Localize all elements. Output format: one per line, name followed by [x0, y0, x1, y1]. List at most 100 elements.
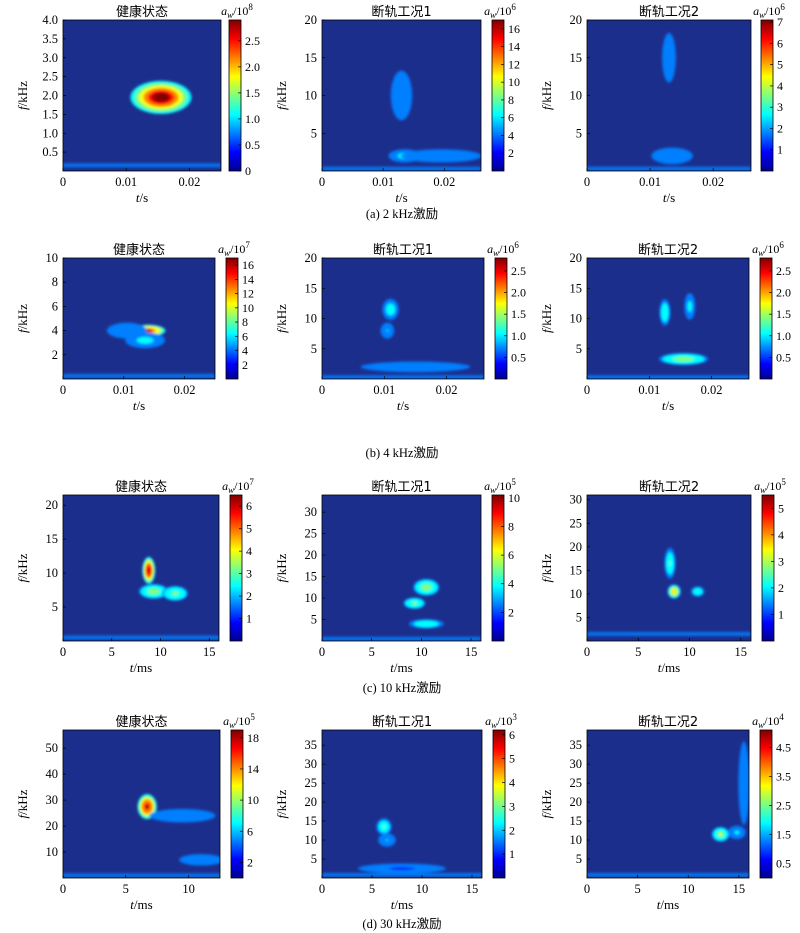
colorbar-tick-label: 1.5 — [776, 827, 791, 841]
energy-band — [587, 375, 749, 379]
energy-hotspot — [684, 293, 696, 320]
heatmap-area — [587, 293, 749, 379]
panel-b3: 断轨工况2 0 0.01 0.02 5 10 15 20 t/s f/kHz 0.5 1.0 1.5 2.… — [539, 240, 791, 413]
colorbar-tick-label: 3 — [777, 100, 783, 114]
colorbar-tick-label: 2 — [509, 823, 515, 837]
x-tick-label: 5 — [635, 645, 641, 659]
x-tick-label: 0.01 — [113, 383, 135, 397]
energy-hotspot — [380, 322, 395, 339]
colorbar-unit-label: aw/105 — [223, 712, 255, 730]
colorbar — [492, 729, 506, 879]
x-tick-label: 0.01 — [639, 175, 661, 189]
y-tick-label: 10 — [46, 845, 59, 859]
axes-frame — [321, 729, 483, 879]
y-tick-label: 5 — [576, 610, 582, 624]
energy-hotspot — [690, 586, 705, 597]
caption-c: (c) 10 kHz激励 — [363, 681, 441, 695]
row-captions: (a) 2 kHz激励 (b) 4 kHz激励 (c) 10 kHz激励 (d)… — [362, 207, 441, 931]
energy-hotspot — [408, 619, 444, 629]
colorbar-unit-label: aw/103 — [485, 712, 517, 730]
x-axis-label: t/s — [397, 398, 409, 413]
caption-a: (a) 2 kHz激励 — [366, 207, 438, 221]
y-tick-label: 10 — [570, 833, 583, 847]
x-axis-label: t/ms — [390, 660, 412, 675]
y-tick-label: 2.0 — [42, 89, 58, 103]
colorbar-unit-label: aw/106 — [484, 2, 516, 20]
axes-frame — [62, 494, 220, 642]
x-tick-label: 0 — [319, 175, 325, 189]
energy-band — [322, 166, 481, 171]
colorbar-tick-label: 4 — [242, 344, 248, 358]
x-tick-label: 15 — [733, 882, 746, 896]
heatmap-background — [587, 730, 749, 878]
colorbar-unit-label: aw/105 — [754, 477, 786, 495]
energy-hotspot — [142, 556, 156, 584]
x-tick-label: 10 — [416, 882, 429, 896]
x-axis-label: t/ms — [658, 660, 680, 675]
energy-hotspot — [376, 818, 392, 836]
energy-hotspot — [162, 585, 188, 601]
energy-hotspot — [400, 149, 481, 163]
caption-d: (d) 30 kHz激励 — [362, 917, 441, 931]
y-tick-label: 25 — [305, 776, 318, 790]
energy-band — [63, 373, 215, 378]
y-axis-label: f/kHz — [274, 304, 289, 333]
colorbar-tick-label: 4 — [509, 776, 515, 790]
panel-d3: 断轨工况2 0 5 10 15 5 10 15 20 25 30 35 t/ms f/kHz 0.5 1.5 2… — [539, 712, 791, 912]
y-tick-label: 5 — [52, 600, 58, 614]
colorbar-tick-label: 1 — [778, 607, 784, 621]
energy-band — [322, 375, 484, 379]
x-tick-label: 0 — [319, 882, 325, 896]
energy-hotspot — [667, 584, 681, 599]
y-tick-label: 10 — [570, 89, 583, 103]
energy-band — [587, 872, 749, 877]
y-tick-label: 50 — [46, 741, 59, 755]
y-tick-label: 10 — [570, 587, 583, 601]
colorbar-tick-label: 4 — [508, 577, 514, 591]
y-tick-label: 15 — [570, 814, 583, 828]
energy-hotspot — [138, 583, 169, 599]
x-tick-label: 0 — [60, 175, 66, 189]
colorbar-tick-label: 0.5 — [776, 856, 791, 870]
x-tick-label: 0 — [584, 882, 590, 896]
colorbar-tick-label: 16 — [242, 258, 254, 272]
colorbar-tick-label: 2.5 — [511, 264, 526, 278]
x-tick-label: 5 — [635, 882, 641, 896]
heatmap-area — [587, 741, 749, 877]
x-axis-label: t/s — [663, 190, 675, 205]
y-axis-label: f/kHz — [15, 789, 30, 818]
y-axis-label: f/kHz — [15, 553, 30, 582]
colorbar-unit-label: aw/106 — [752, 240, 784, 258]
y-axis-label: f/kHz — [274, 553, 289, 582]
axes-frame — [62, 257, 216, 380]
y-tick-label: 20 — [570, 540, 583, 554]
colorbar-tick-label: 1.5 — [245, 86, 260, 100]
x-tick-label: 10 — [683, 645, 696, 659]
x-tick-label: 0.02 — [178, 175, 200, 189]
energy-hotspot — [137, 794, 157, 820]
colorbar-unit-label: aw/106 — [753, 2, 785, 20]
colorbar-tick-label: 2.5 — [245, 34, 260, 48]
energy-hotspot — [106, 322, 147, 339]
axes-frame — [586, 494, 752, 642]
colorbar — [225, 257, 239, 380]
y-tick-label: 20 — [570, 795, 583, 809]
y-tick-label: 20 — [305, 795, 318, 809]
x-tick-label: 10 — [154, 645, 167, 659]
colorbar-tick-label: 5 — [509, 752, 515, 766]
x-tick-label: 0.02 — [174, 383, 196, 397]
colorbar-tick-label: 2 — [777, 121, 783, 135]
colorbar — [761, 494, 775, 642]
x-tick-label: 5 — [109, 645, 115, 659]
y-tick-label: 30 — [570, 493, 583, 507]
energy-hotspot — [179, 854, 220, 866]
panel-a2: 断轨工况1 0 0.01 0.02 5 10 15 20 t/s f/kHz 2 4 6 8 10 12 14 1… — [274, 2, 520, 205]
colorbar-tick-label: 12 — [242, 287, 254, 301]
y-tick-label: 20 — [305, 251, 318, 265]
colorbar — [759, 729, 773, 879]
energy-hotspot — [358, 863, 446, 874]
panel-title: 健康状态 — [113, 242, 165, 258]
x-tick-label: 0 — [584, 175, 590, 189]
